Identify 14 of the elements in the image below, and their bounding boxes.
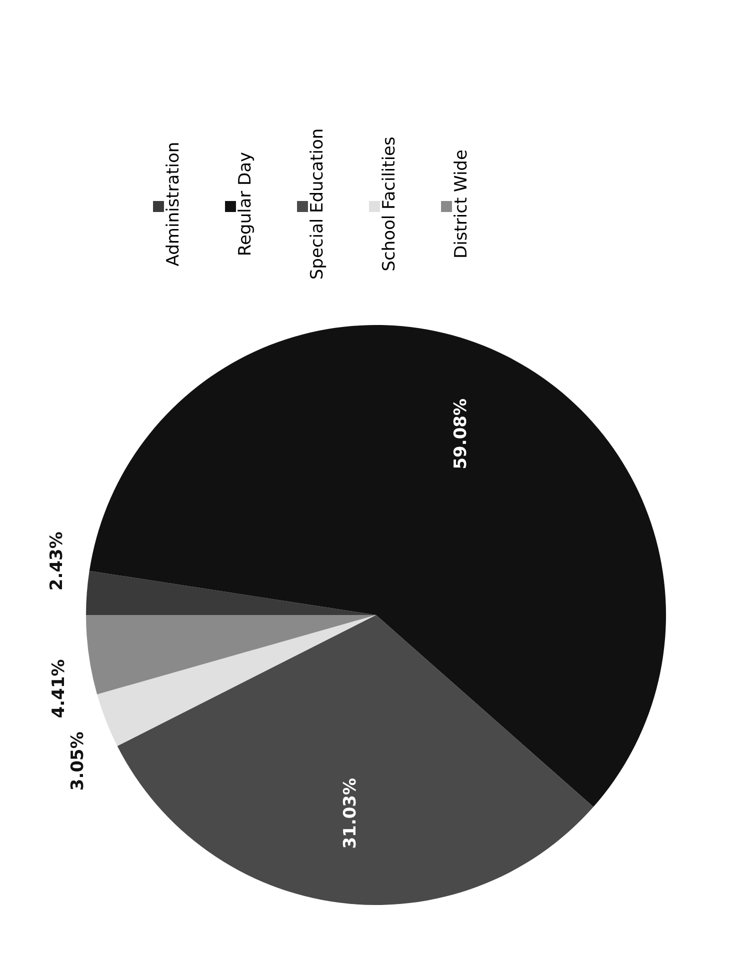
legend-label: District Wide <box>452 150 472 258</box>
data-label: 59.08% <box>450 398 471 470</box>
pie-slice <box>86 570 376 615</box>
pie-slice <box>117 615 594 904</box>
data-label: 2.43% <box>46 532 67 591</box>
pie-slice <box>97 615 376 746</box>
legend-label: Administration <box>164 142 184 266</box>
data-label: 4.41% <box>49 659 70 718</box>
legend-label: School Facilities <box>380 136 400 272</box>
legend-label: Regular Day <box>236 152 256 256</box>
legend-label: Special Education <box>308 128 328 280</box>
data-label: 31.03% <box>340 778 361 849</box>
data-label: 3.05% <box>68 732 88 791</box>
pie-slice <box>86 615 376 694</box>
